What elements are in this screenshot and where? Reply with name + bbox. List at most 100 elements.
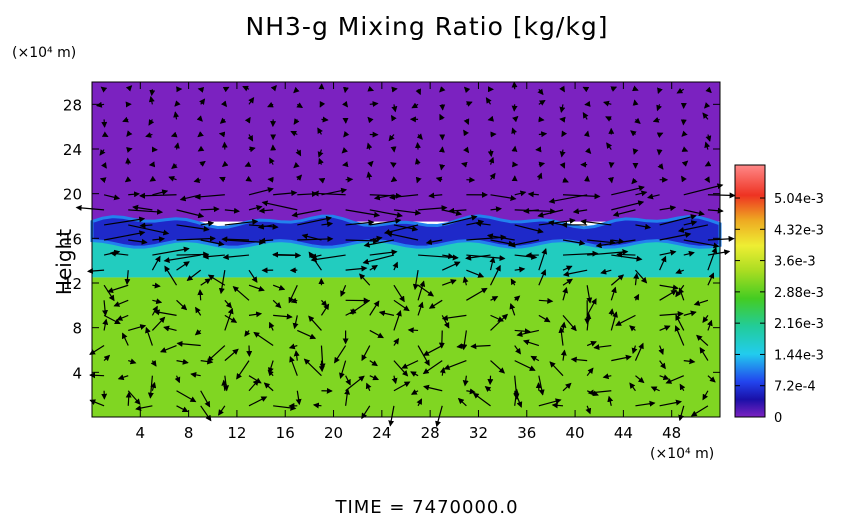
wind-vector (428, 299, 443, 309)
wind-vector (244, 161, 252, 167)
wind-vector (610, 274, 625, 286)
wind-vector (674, 325, 685, 346)
wind-vector (219, 176, 226, 183)
wind-vector (514, 253, 538, 260)
wind-vector (194, 193, 225, 200)
wind-vector (490, 264, 501, 286)
wind-vector (343, 130, 350, 138)
wind-vector (465, 254, 491, 261)
wind-vector (171, 162, 178, 170)
wind-vector (629, 382, 636, 392)
wind-vector (530, 355, 540, 362)
wind-vector (200, 239, 225, 247)
wind-vector (707, 192, 736, 199)
wind-vector (132, 204, 153, 211)
wind-vector (415, 176, 422, 184)
wind-vector (345, 209, 381, 218)
wind-vector (417, 301, 424, 316)
wind-vector (139, 192, 177, 199)
wind-vector (152, 236, 165, 243)
wind-vector (523, 207, 539, 214)
wind-vector (603, 100, 612, 107)
wind-vector (197, 289, 204, 301)
wind-vector (470, 343, 491, 350)
wind-vector (301, 233, 322, 241)
wind-vector (102, 300, 109, 317)
wind-vector (273, 190, 298, 197)
wind-vector (659, 284, 679, 291)
wind-vector (410, 389, 419, 395)
wind-vector (345, 375, 365, 392)
wind-vector (148, 95, 155, 105)
wind-vector (608, 308, 615, 316)
wind-vector (386, 231, 419, 241)
wind-vector (414, 142, 421, 150)
wind-vector (582, 112, 589, 120)
wind-vector (289, 355, 298, 376)
wind-vector (174, 375, 181, 384)
wind-vector (267, 176, 274, 183)
upper-layer (92, 82, 720, 222)
wind-vector (392, 261, 399, 271)
wind-vector (135, 405, 153, 411)
wind-vector (439, 367, 446, 376)
wind-vector (472, 392, 491, 407)
wind-vector (263, 382, 274, 392)
wind-vector (193, 177, 201, 183)
wind-vector (658, 345, 664, 356)
wind-vector (425, 239, 443, 245)
wind-vector (288, 284, 298, 304)
wind-vector (176, 405, 189, 413)
wind-vector (126, 147, 133, 153)
wind-vector (223, 375, 230, 392)
wind-vector (438, 330, 445, 349)
wind-vector (630, 130, 637, 137)
wind-vector (439, 113, 445, 121)
wind-vector (585, 405, 592, 415)
wind-vector (490, 314, 505, 322)
wind-vector (176, 261, 190, 271)
wind-vector (707, 272, 715, 286)
wind-vector (551, 402, 564, 409)
wind-vector (349, 299, 371, 315)
wind-vector (647, 193, 660, 200)
wind-vector (267, 360, 274, 374)
wind-vector (176, 251, 210, 258)
colorbar-gradient (734, 164, 766, 418)
wind-vector (582, 86, 590, 93)
wind-vector (509, 302, 516, 316)
wind-vector (548, 194, 588, 204)
wind-vector (244, 116, 251, 124)
wind-vector (173, 142, 180, 150)
wind-vector (696, 334, 709, 346)
wind-vector (103, 194, 121, 201)
wind-vector (631, 177, 638, 185)
wind-vector (706, 319, 713, 331)
wind-vector (484, 385, 492, 393)
wind-vector (362, 254, 395, 265)
wind-vector (707, 246, 718, 271)
wind-vector (448, 207, 467, 214)
wind-vector (242, 85, 250, 92)
wind-vector (610, 286, 617, 301)
x-tick-label: 36 (517, 424, 536, 442)
wind-vector (128, 224, 170, 236)
wind-vector (538, 297, 554, 304)
wind-vector (513, 375, 520, 400)
wind-vector (659, 360, 666, 370)
wind-vector (194, 329, 202, 336)
wind-vector (272, 299, 282, 309)
wind-vector (218, 270, 226, 295)
wind-vector (610, 311, 618, 331)
wind-vector (702, 315, 709, 324)
wind-vector (319, 345, 326, 370)
wind-vector (475, 220, 491, 227)
wind-vector (441, 314, 467, 321)
wind-vector (631, 345, 638, 355)
wind-vector (388, 405, 395, 427)
wind-vector (393, 299, 410, 312)
wind-vector (152, 246, 190, 256)
wind-vector (149, 89, 156, 97)
wind-vector (197, 131, 204, 138)
wind-vector (659, 399, 682, 407)
